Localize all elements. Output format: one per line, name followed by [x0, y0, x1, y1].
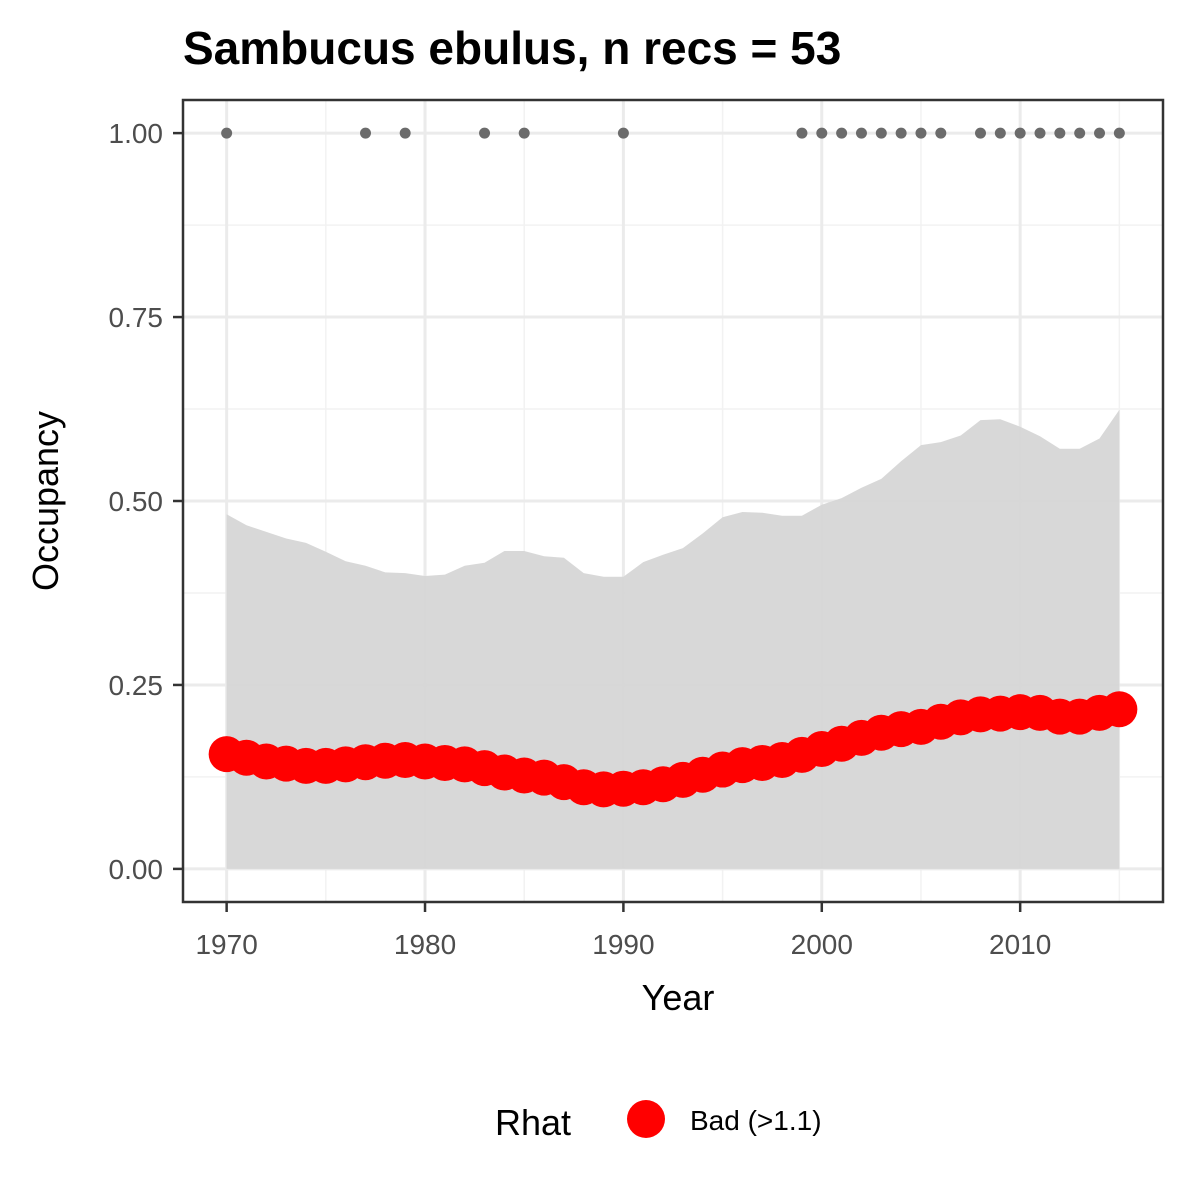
y-tick-label: 1.00	[109, 118, 164, 149]
record-point	[360, 127, 372, 139]
x-tick-label: 1970	[195, 929, 257, 960]
x-axis-title: Year	[642, 977, 715, 1018]
record-point	[974, 127, 986, 139]
occupancy-point	[1101, 691, 1138, 728]
y-tick-label: 0.75	[109, 302, 164, 333]
y-tick-label: 0.25	[109, 670, 164, 701]
record-point	[994, 127, 1006, 139]
record-point	[875, 127, 887, 139]
record-point	[1014, 127, 1026, 139]
record-point	[518, 127, 530, 139]
record-point	[1034, 127, 1046, 139]
x-tick-label: 2010	[989, 929, 1051, 960]
legend-label-bad: Bad (>1.1)	[690, 1105, 822, 1136]
record-point	[399, 127, 411, 139]
x-tick-label: 1990	[592, 929, 654, 960]
legend: Rhat Bad (>1.1)	[495, 1100, 822, 1143]
legend-key-bad	[627, 1100, 665, 1138]
record-point	[617, 127, 629, 139]
record-point	[479, 127, 491, 139]
plot-area: 1970 1980 1990 2000 2010 0.00 0.25 0.50 0.75 1.00	[109, 98, 1165, 960]
record-point	[1074, 127, 1086, 139]
record-point	[1113, 127, 1125, 139]
record-point	[816, 127, 828, 139]
record-point	[1094, 127, 1106, 139]
record-point	[836, 127, 848, 139]
chart-title: Sambucus ebulus, n recs = 53	[183, 22, 841, 74]
record-point	[221, 127, 233, 139]
record-point	[1054, 127, 1066, 139]
x-tick-label: 1980	[394, 929, 456, 960]
x-tick-label: 2000	[791, 929, 853, 960]
y-axis-title: Occupancy	[25, 411, 66, 591]
legend-title: Rhat	[495, 1102, 571, 1143]
record-point	[915, 127, 927, 139]
record-point	[895, 127, 907, 139]
record-point	[855, 127, 867, 139]
record-point	[796, 127, 808, 139]
record-point	[935, 127, 947, 139]
y-tick-label: 0.50	[109, 486, 164, 517]
y-tick-label: 0.00	[109, 854, 164, 885]
